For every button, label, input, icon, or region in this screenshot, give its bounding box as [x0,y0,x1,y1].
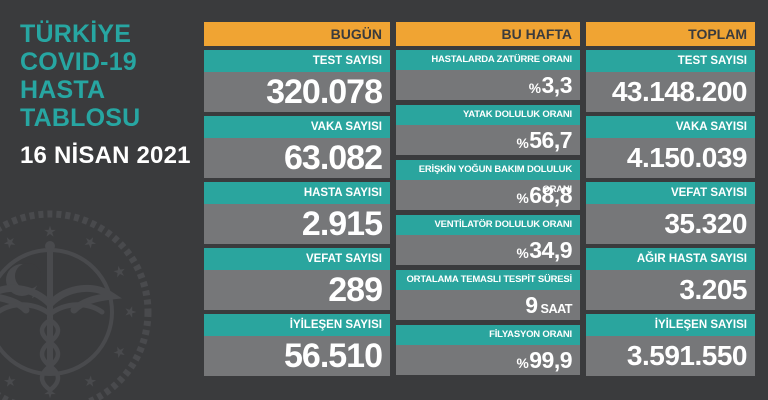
stat-row: VAKA SAYISI 63.082 [204,116,390,178]
percent-sign: % [516,356,529,371]
stat-label: TEST SAYISI [204,50,390,72]
stat-row: ORTALAMA TEMASLI TESPİT SÜRESİ 9 SAAT [396,270,580,320]
svg-text:★: ★ [43,224,56,241]
stat-value: 63.082 [204,138,390,178]
stat-row: HASTALARDA ZATÜRRE ORANI %3,3 [396,50,580,100]
report-date: 16 NİSAN 2021 [20,142,191,169]
stat-label: VENTİLATÖR DOLULUK ORANI [396,215,580,235]
column-rows-toplam: TEST SAYISI 43.148.200 VAKA SAYISI 4.150.03… [586,50,755,376]
stat-value: %34,9 [396,235,580,265]
percent-sign: % [528,81,541,96]
stat-label: VEFAT SAYISI [586,182,755,204]
percent-sign: % [516,136,529,151]
stat-label: FİLYASYON ORANI [396,325,580,345]
column-header-bugun: BUGÜN [204,22,390,46]
svg-text:★: ★ [0,371,20,392]
stat-label: HASTALARDA ZATÜRRE ORANI [396,50,580,70]
stat-label: HASTA SAYISI [204,182,390,204]
stat-label: VAKA SAYISI [586,116,755,138]
stat-row: HASTA SAYISI 2.915 [204,182,390,244]
stat-value: 3.205 [586,270,755,310]
stat-label: TEST SAYISI [586,50,755,72]
sidebar: TÜRKİYE COVID-19 HASTA TABLOSU 16 NİSAN … [0,0,200,400]
stat-label: VAKA SAYISI [204,116,390,138]
stat-label: YATAK DOLULUK ORANI [396,105,580,125]
svg-text:★: ★ [122,305,139,318]
svg-text:★: ★ [80,371,100,392]
stat-row: İYİLEŞEN SAYISI 3.591.550 [586,314,755,376]
svg-text:★: ★ [80,232,100,253]
stat-value: 35.320 [586,204,755,244]
stat-value: 4.150.039 [586,138,755,178]
column-bugun: BUGÜN TEST SAYISI 320.078 VAKA SAYISI 63.08… [204,22,390,376]
stat-label: AĞIR HASTA SAYISI [586,248,755,270]
stat-row: VEFAT SAYISI 35.320 [586,182,755,244]
stat-row: ERİŞKİN YOĞUN BAKIM DOLULUK ORANI%68,8 [396,160,580,210]
page-title: TÜRKİYE COVID-19 HASTA TABLOSU [20,20,141,132]
stat-row: VEFAT SAYISI 289 [204,248,390,310]
stat-label: İYİLEŞEN SAYISI [586,314,755,336]
stat-row: VENTİLATÖR DOLULUK ORANI %34,9 [396,215,580,265]
stat-value: 3.591.550 [586,336,755,376]
column-toplam: TOPLAM TEST SAYISI 43.148.200 VAKA SAYISI 4… [586,22,755,376]
column-bu-hafta: BU HAFTA HASTALARDA ZATÜRRE ORANI %3,3 YAT… [396,22,580,375]
stat-value: 2.915 [204,204,390,244]
svg-text:★: ★ [109,262,130,282]
stat-label: ORTALAMA TEMASLI TESPİT SÜRESİ [396,270,580,290]
stat-value: 320.078 [204,72,390,112]
column-header-toplam: TOPLAM [586,22,755,46]
column-rows-bu-hafta: HASTALARDA ZATÜRRE ORANI %3,3 YATAK DOLULU… [396,50,580,375]
stat-row: İYİLEŞEN SAYISI 56.510 [204,314,390,376]
stat-row: TEST SAYISI 43.148.200 [586,50,755,112]
stat-row: AĞIR HASTA SAYISI 3.205 [586,248,755,310]
percent-sign: % [516,246,529,261]
stat-label: ERİŞKİN YOĞUN BAKIM DOLULUK ORANI [396,160,580,195]
stat-value: %3,3 [396,70,580,100]
stat-value: 289 [204,270,390,310]
svg-text:★: ★ [0,232,20,253]
stat-label: VEFAT SAYISI [204,248,390,270]
column-rows-bugun: TEST SAYISI 320.078 VAKA SAYISI 63.082 HASTA… [204,50,390,376]
health-ministry-emblem-icon: ★★★★★★★★★★★★ ★ [0,210,152,400]
stat-value: 43.148.200 [586,72,755,112]
stat-row: FİLYASYON ORANI %99,9 [396,325,580,375]
stat-row: YATAK DOLULUK ORANI %56,7 [396,105,580,155]
stat-value: %99,9 [396,345,580,375]
stat-row: TEST SAYISI 320.078 [204,50,390,112]
svg-text:★: ★ [109,342,130,362]
stat-value: 56.510 [204,336,390,376]
value-unit: SAAT [540,302,573,316]
stat-row: VAKA SAYISI 4.150.039 [586,116,755,178]
stat-value: %68,8 [396,180,580,210]
stat-value: 9 SAAT [396,290,580,320]
percent-sign: % [516,191,529,206]
stat-value: %56,7 [396,125,580,155]
column-header-bu-hafta: BU HAFTA [396,22,580,46]
stat-label: İYİLEŞEN SAYISI [204,314,390,336]
